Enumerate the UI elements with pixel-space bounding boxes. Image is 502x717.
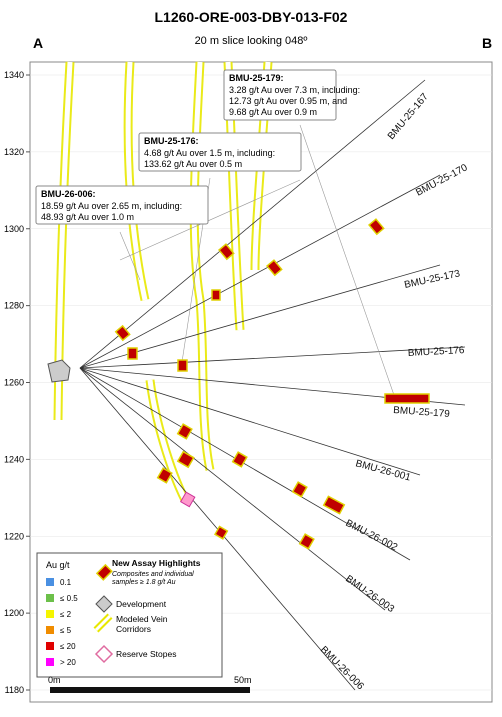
- callout-line: 18.59 g/t Au over 2.65 m, including:: [41, 201, 182, 211]
- callouts: BMU-25-179: 3.28 g/t Au over 7.3 m, inclu…: [35, 69, 360, 225]
- legend-swatch: [46, 594, 54, 602]
- callout-line: 12.73 g/t Au over 0.95 m, and: [229, 96, 347, 106]
- legend-label: ≤ 0.5: [60, 594, 78, 603]
- legend-swatch: [46, 626, 54, 634]
- drillhole-label: BMU-26-003: [343, 573, 396, 615]
- drillhole-label: BMU-26-001: [354, 458, 412, 483]
- legend-label: > 20: [60, 658, 76, 667]
- legend-swatch: [46, 610, 54, 618]
- legend-swatch: [46, 578, 54, 586]
- drillhole-label: BMU-25-179: [393, 405, 451, 420]
- callout-line: 3.28 g/t Au over 7.3 m, including:: [229, 85, 360, 95]
- callout-line: 133.62 g/t Au over 0.5 m: [144, 159, 242, 169]
- section-end-label: A: [33, 35, 43, 51]
- legend-swatch: [46, 658, 54, 666]
- legend-label: Corridors: [116, 624, 151, 634]
- y-tick-label: 1240: [4, 454, 24, 464]
- section-end-label: B: [482, 35, 492, 51]
- drillhole-labels: BMU-25-167 BMU-25-170 BMU-25-173 BMU-25-…: [318, 91, 470, 692]
- legend-label: ≤ 5: [60, 626, 72, 635]
- callout-title: BMU-26-006:: [41, 189, 96, 199]
- callout-box: [223, 69, 337, 121]
- y-tick-label: 1340: [4, 70, 24, 80]
- legend-label: Modeled Vein: [116, 614, 168, 624]
- y-tick-label: 1260: [4, 378, 24, 388]
- y-tick-label: 1180: [5, 685, 24, 695]
- y-tick-label: 1200: [4, 608, 24, 618]
- callout-title: BMU-25-179:: [229, 73, 284, 83]
- drillhole-label: BMU-26-002: [344, 518, 400, 554]
- development: [47, 359, 71, 383]
- callout-title: BMU-25-176:: [144, 136, 199, 146]
- legend-note: Composites and individual: [112, 571, 194, 578]
- drillhole-label: BMU-26-006: [318, 644, 366, 692]
- title: L1260-ORE-003-DBY-013-F02: [155, 9, 348, 25]
- assay-highlights: [114, 218, 430, 550]
- drillhole-label: BMU-25-170: [414, 162, 470, 199]
- legend-title: Au g/t: [46, 560, 70, 570]
- legend: Au g/t 0.1 ≤ 0.5 ≤ 2 ≤ 5 ≤ 20 > 20 New Assay …: [36, 552, 223, 678]
- callout-box: [138, 132, 302, 172]
- callout-line: 4.68 g/t Au over 1.5 m, including:: [144, 148, 275, 158]
- legend-label: 0.1: [60, 578, 72, 587]
- y-tick-label: 1320: [4, 147, 24, 157]
- drillhole-label: BMU-25-176: [408, 345, 466, 359]
- subtitle: 20 m slice looking 048º: [195, 35, 308, 47]
- callout-line: 48.93 g/t Au over 1.0 m: [41, 212, 134, 222]
- legend-note: samples ≥ 1.8 g/t Au: [112, 579, 176, 586]
- scale-label: 0m: [48, 675, 61, 685]
- scale-bar: [50, 687, 250, 693]
- y-tick-label: 1300: [4, 224, 24, 234]
- legend-label: ≤ 20: [60, 642, 76, 651]
- legend-swatch: [46, 642, 54, 650]
- drillhole-label: BMU-25-167: [386, 91, 431, 142]
- y-tick-label: 1280: [4, 301, 24, 311]
- legend-label: Development: [116, 599, 167, 609]
- legend-label: ≤ 2: [60, 610, 72, 619]
- legend-label: Reserve Stopes: [116, 649, 176, 659]
- y-tick-label: 1220: [4, 531, 24, 541]
- scale-label: 50m: [234, 675, 252, 685]
- callout-line: 9.68 g/t Au over 0.9 m: [229, 107, 317, 117]
- callout-box: [35, 185, 209, 225]
- legend-label: New Assay Highlights: [112, 558, 201, 568]
- drillhole-label: BMU-25-173: [403, 268, 461, 291]
